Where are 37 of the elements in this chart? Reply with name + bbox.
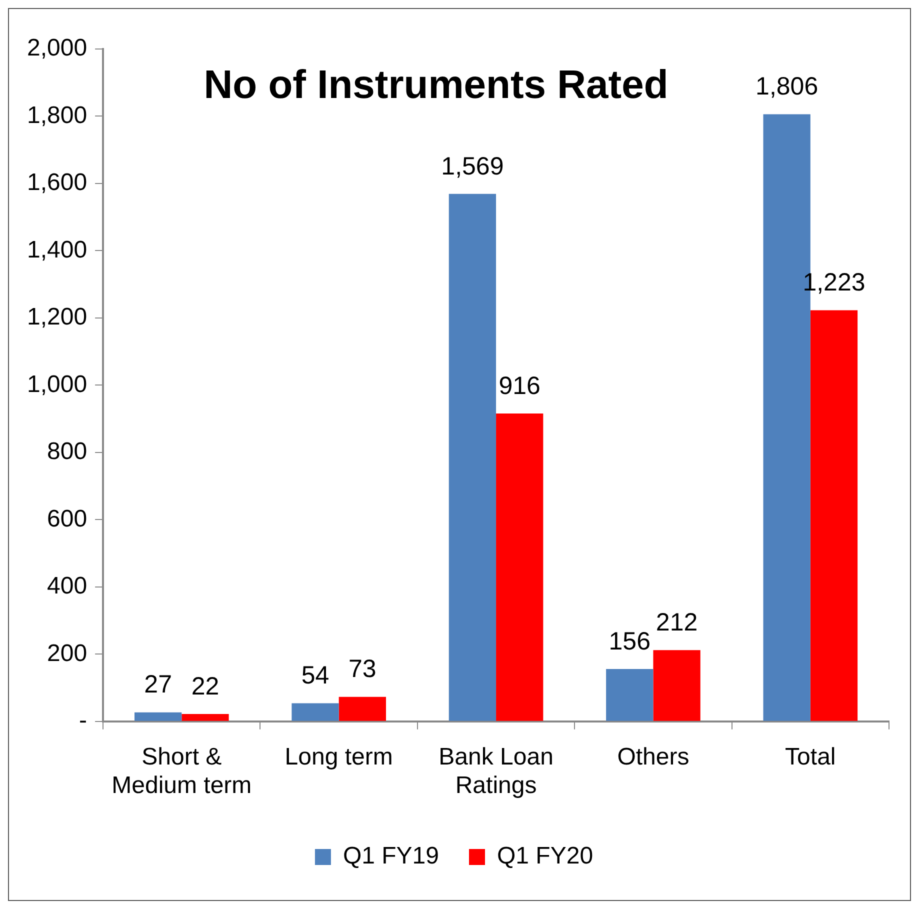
y-tick-label: 400 [47, 572, 88, 600]
x-tick-label: Long term [284, 743, 393, 770]
y-tick-label: 800 [47, 438, 88, 466]
y-tick-label: 1,800 [26, 102, 88, 129]
bar [292, 703, 339, 721]
data-label: 73 [348, 655, 376, 684]
y-tick-label: 1,000 [26, 370, 88, 398]
data-label: 22 [191, 672, 220, 700]
bar [496, 413, 544, 721]
x-tick-label: Short & Medium term [112, 743, 252, 800]
x-tick-label: Total [785, 743, 836, 770]
y-tick-label: 1,400 [26, 236, 88, 264]
y-tick-label: 1,200 [26, 304, 88, 331]
data-label: 27 [144, 670, 172, 699]
data-label: 916 [498, 372, 540, 400]
x-tick-label: Others [617, 743, 690, 770]
y-tick-label: 1,600 [26, 169, 88, 196]
data-label: 1,569 [441, 152, 504, 180]
bar [606, 668, 654, 721]
legend-label: Q1 FY19 [342, 842, 439, 870]
bar [338, 696, 386, 721]
y-tick-label: 600 [47, 505, 88, 532]
y-tick-label: - [79, 707, 88, 734]
bar [810, 310, 858, 721]
data-label: 212 [656, 608, 698, 637]
y-tick-label: 2,000 [26, 34, 88, 62]
bar [134, 712, 182, 721]
legend-label: Q1 FY20 [497, 842, 594, 870]
data-label: 54 [301, 662, 330, 690]
x-tick-label: Bank Loan Ratings [438, 743, 554, 800]
data-label: 156 [608, 627, 650, 656]
bar [182, 714, 229, 721]
y-tick-label: 200 [47, 640, 88, 667]
bar [653, 650, 700, 721]
data-label: 1,806 [756, 72, 818, 101]
chart-title: No of Instruments Rated [204, 63, 668, 108]
bar [448, 194, 496, 721]
